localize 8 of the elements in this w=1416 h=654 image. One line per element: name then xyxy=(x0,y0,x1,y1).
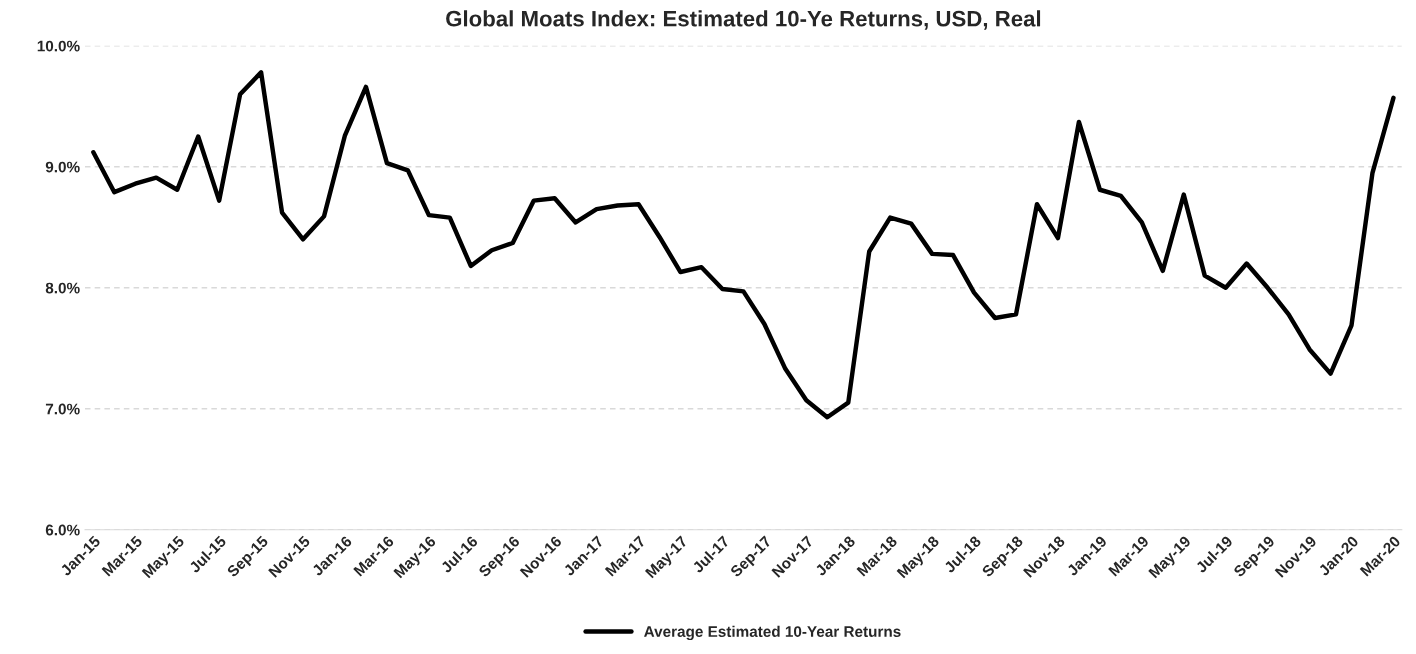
y-tick-label: 10.0% xyxy=(37,40,80,52)
y-tick-label: 9.0% xyxy=(45,161,80,173)
y-tick-label: 6.0% xyxy=(45,524,80,536)
y-tick-label: 8.0% xyxy=(45,282,80,294)
line-series xyxy=(91,70,1396,420)
y-tick-label: 7.0% xyxy=(45,403,80,415)
legend-label: Average Estimated 10-Year Returns xyxy=(644,625,901,641)
chart-title: Global Moats Index: Estimated 10-Ye Returns, USD, Real xyxy=(446,10,1041,30)
